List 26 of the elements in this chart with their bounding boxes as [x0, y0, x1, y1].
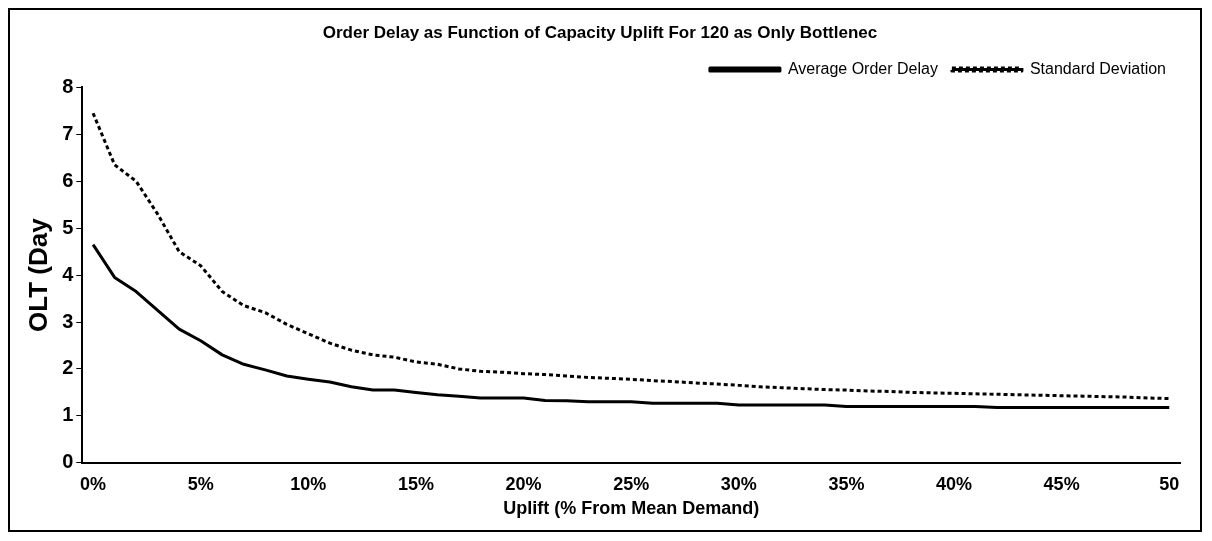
legend-label: Standard Deviation [1029, 59, 1167, 77]
y-tick-label: 4 [62, 262, 75, 285]
line-series [91, 111, 1171, 401]
y-tick-label: 1 [62, 403, 74, 426]
y-tick-label: 0 [62, 450, 74, 473]
x-tick-label: 5% [187, 473, 214, 494]
x-tick-label: 20% [505, 473, 542, 494]
x-tick-label: 45% [1043, 473, 1080, 494]
x-tick-label: 40% [935, 473, 973, 494]
x-tick-label: 25% [613, 473, 650, 494]
y-axis-title: OLT (Day [22, 217, 53, 332]
y-tick-label: 5 [62, 215, 74, 238]
legend-label: Average Order Delay [787, 59, 938, 77]
y-tick-label: 7 [62, 121, 74, 144]
x-tick-label: 50 [1159, 473, 1180, 494]
y-tick-label: 3 [62, 309, 74, 332]
x-axis-title: Uplift (% From Mean Demand) [503, 498, 760, 519]
x-tick-label: 0% [80, 473, 107, 494]
y-tick-label: 8 [62, 74, 74, 97]
x-tick-label: 10% [290, 473, 327, 494]
y-tick-label: 2 [62, 356, 74, 379]
chart-title: Order Delay as Function of Capacity Uplift For 120 as Only Bottlenec [322, 22, 878, 42]
y-tick-label: 6 [62, 168, 74, 191]
x-tick-label: 30% [720, 473, 757, 494]
x-tick-label: 15% [397, 473, 434, 494]
x-tick-label: 35% [828, 473, 865, 494]
